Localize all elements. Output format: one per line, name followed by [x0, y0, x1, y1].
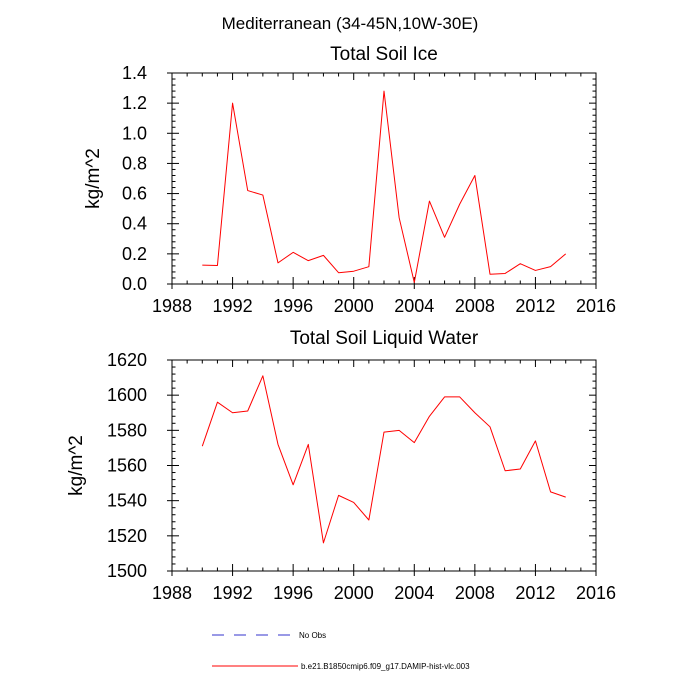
panel-total-soil-ice: Total Soil Ice kg/m^2 1988 1992 1996 2000 2004…: [83, 44, 616, 316]
data-point-1991: [216, 401, 218, 403]
data-point-1996: [292, 484, 294, 486]
data-point-2009: [489, 273, 491, 275]
data-point-1993: [247, 189, 249, 191]
y-tick-label-1500: 1500: [107, 561, 147, 581]
data-point-2011: [519, 468, 521, 470]
page-title: Mediterranean (34-45N,10W-30E): [222, 14, 479, 33]
data-point-1998: [322, 542, 324, 544]
data-point-1998: [322, 254, 324, 256]
legend-label-damip: b.e21.B1850cmip6.f09_g17.DAMIP-hist-vlc.…: [301, 662, 470, 671]
data-point-1992: [231, 412, 233, 414]
legend: No Obs b.e21.B1850cmip6.f09_g17.DAMIP-hi…: [212, 631, 470, 671]
y-tick-label-1580: 1580: [107, 420, 147, 440]
data-point-1990: [201, 445, 203, 447]
x-tick-label-2004: 2004: [394, 583, 434, 603]
data-point-2012: [534, 269, 536, 271]
data-point-2011: [519, 262, 521, 264]
x-tick-label-2008: 2008: [455, 583, 495, 603]
plot-frame: [171, 72, 597, 285]
data-point-2010: [504, 272, 506, 274]
x-tick-label-2016: 2016: [576, 296, 616, 316]
y-tick-label-1-0: 1.0: [122, 123, 147, 143]
data-point-1996: [292, 251, 294, 253]
data-point-2007: [459, 203, 461, 205]
series-line: [202, 90, 567, 283]
y-tick-label-1540: 1540: [107, 491, 147, 511]
data-point-2004: [413, 281, 415, 283]
y-tick-label-1600: 1600: [107, 385, 147, 405]
data-point-2003: [398, 429, 400, 431]
data-point-2002: [383, 431, 385, 433]
data-point-2008: [474, 174, 476, 176]
data-point-1994: [262, 375, 264, 377]
data-point-1993: [247, 410, 249, 412]
legend-label-no-obs: No Obs: [299, 631, 326, 640]
y-tick-label-0-6: 0.6: [122, 184, 147, 204]
data-point-2006: [443, 396, 445, 398]
data-point-1995: [277, 443, 279, 445]
x-tick-label-1992: 1992: [213, 583, 253, 603]
x-tick-label-1988: 1988: [152, 296, 192, 316]
panel-title: Total Soil Liquid Water: [290, 328, 479, 349]
y-tick-label-0-4: 0.4: [122, 214, 147, 234]
data-point-2009: [489, 426, 491, 428]
y-axis-label: kg/m^2: [83, 148, 104, 209]
data-point-1992: [231, 102, 233, 104]
data-point-1997: [307, 443, 309, 445]
x-tick-label-2016: 2016: [576, 583, 616, 603]
y-axis-label: kg/m^2: [66, 435, 87, 496]
x-tick-label-2000: 2000: [334, 296, 374, 316]
data-point-2001: [368, 265, 370, 267]
y-tick-label-1560: 1560: [107, 456, 147, 476]
data-point-2005: [428, 415, 430, 417]
x-tick-label-1988: 1988: [152, 583, 192, 603]
data-point-2008: [474, 412, 476, 414]
series-line: [201, 375, 566, 544]
data-point-2010: [504, 470, 506, 472]
data-point-1995: [277, 262, 279, 264]
data-point-2003: [398, 216, 400, 218]
data-point-2005: [428, 200, 430, 202]
data-point-2013: [549, 265, 551, 267]
x-tick-label-1996: 1996: [273, 296, 313, 316]
y-tick-label-1620: 1620: [107, 350, 147, 370]
data-point-1997: [307, 259, 309, 261]
x-tick-label-2000: 2000: [334, 583, 374, 603]
y-tick-label-0-8: 0.8: [122, 153, 147, 173]
data-point-2007: [459, 396, 461, 398]
x-tick-label-2012: 2012: [515, 296, 555, 316]
x-tick-label-2012: 2012: [515, 583, 555, 603]
data-point-2006: [443, 236, 445, 238]
data-point-1994: [262, 194, 264, 196]
data-point-2002: [383, 90, 385, 92]
panel-total-soil-liquid-water: Total Soil Liquid Water kg/m^2 1988 1992 199…: [66, 328, 616, 603]
data-point-1999: [337, 494, 339, 496]
data-point-2012: [534, 440, 536, 442]
x-tick-label-1996: 1996: [273, 583, 313, 603]
y-tick-label-1-4: 1.4: [122, 63, 147, 83]
x-tick-label-1992: 1992: [213, 296, 253, 316]
data-point-1999: [337, 271, 339, 273]
x-tick-label-2008: 2008: [455, 296, 495, 316]
data-point-1990: [201, 264, 203, 266]
data-point-2013: [549, 491, 551, 493]
data-point-2014: [565, 496, 567, 498]
plot-frame: [171, 359, 597, 572]
x-tick-label-2004: 2004: [394, 296, 434, 316]
y-tick-label-0-2: 0.2: [122, 244, 147, 264]
data-point-2001: [368, 519, 370, 521]
data-point-2004: [413, 441, 415, 443]
data-point-2014: [565, 253, 567, 255]
data-point-2000: [353, 501, 355, 503]
data-point-2000: [353, 270, 355, 272]
y-tick-label-0-0: 0.0: [122, 274, 147, 294]
y-tick-label-1520: 1520: [107, 526, 147, 546]
panel-title: Total Soil Ice: [330, 44, 438, 65]
data-point-1991: [216, 264, 218, 266]
y-tick-label-1-2: 1.2: [122, 93, 147, 113]
